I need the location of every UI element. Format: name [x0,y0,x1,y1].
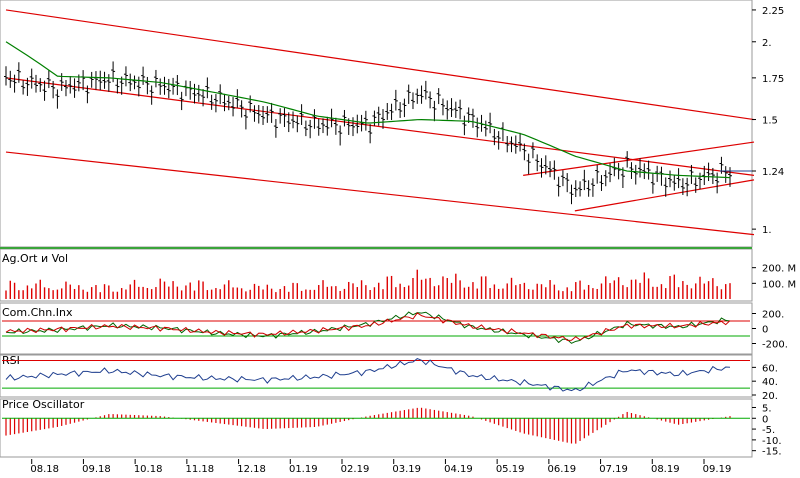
oscillator-panel-frame [0,398,753,458]
cci-axis-tick-label: 0 [762,325,768,336]
price-panel-frame [0,0,753,248]
cci-series-line-1 [5,312,731,341]
price-plot [4,9,755,236]
oscillator-axis-tick-label: 5. [762,403,772,414]
rsi-panel-frame [0,354,753,398]
rsi-axis-tick-label: 40. [762,377,778,388]
oscillator-axis-tick-label: -15. [762,447,782,458]
x-axis-tick-label: 12.18 [237,464,266,475]
rsi-axis-tick-label: 20. [762,391,778,402]
x-axis-tick-label: 11.18 [186,464,215,475]
price-axis-tick-label: 1.75 [762,74,784,85]
x-axis-tick-label: 08.18 [30,464,59,475]
trend-line-0 [5,9,755,121]
volume-plot [5,269,731,299]
x-axis-tick-label: 04.19 [444,464,473,475]
x-axis-tick-label: 07.19 [599,464,628,475]
x-axis-tick-label: 09.19 [703,464,732,475]
x-axis-tick-label: 05.19 [496,464,525,475]
cci-panel-frame [0,302,753,355]
oscillator-panel-title: Price Oscillator [2,398,85,411]
oscillator-plot [2,407,750,444]
oscillator-axis-tick-label: -5. [762,425,775,436]
oscillator-axis-tick-label: -10. [762,436,782,447]
volume-axis-tick-label: 100. M [762,279,796,290]
x-axis-tick-label: 06.19 [548,464,577,475]
price-axis-tick-label: 1.5 [762,116,778,127]
axes: 2.25 2. 1.75 1.5 1.24 1. 200. M 100. M 200. 0 -200… [30,6,796,475]
trend-line-3 [523,141,755,176]
volume-axis-tick-label: 200. M [762,264,796,275]
cci-axis-tick-label: 200. [762,310,784,321]
x-axis-tick-label: 10.18 [134,464,163,475]
trend-line-1 [5,77,755,176]
trend-line-2 [5,151,755,236]
cci-plot [2,311,750,344]
rsi-line [5,358,731,392]
price-axis-tick-label: 2. [762,38,772,49]
price-axis-tick-label: 2.25 [762,6,784,17]
cci-panel-title: Com.Chn.Inx [2,306,73,319]
price-axis-tick-label: 1. [762,225,772,236]
x-axis-tick-label: 09.18 [82,464,111,475]
moving-average-line [5,41,731,179]
x-axis-tick-label: 02.19 [341,464,370,475]
cci-axis-tick-label: -200. [762,340,788,351]
volume-panel-title: Ag.Ort и Vol [2,252,68,265]
oscillator-axis-tick-label: 0 [762,414,768,425]
x-axis-tick-label: 08.19 [651,464,680,475]
rsi-axis-tick-label: 60. [762,363,778,374]
trend-line-4 [574,179,755,212]
rsi-plot [2,358,750,392]
price-axis-tick-label: 1.24 [762,167,784,178]
x-axis-tick-label: 01.19 [289,464,318,475]
x-axis-tick-label: 03.19 [392,464,421,475]
